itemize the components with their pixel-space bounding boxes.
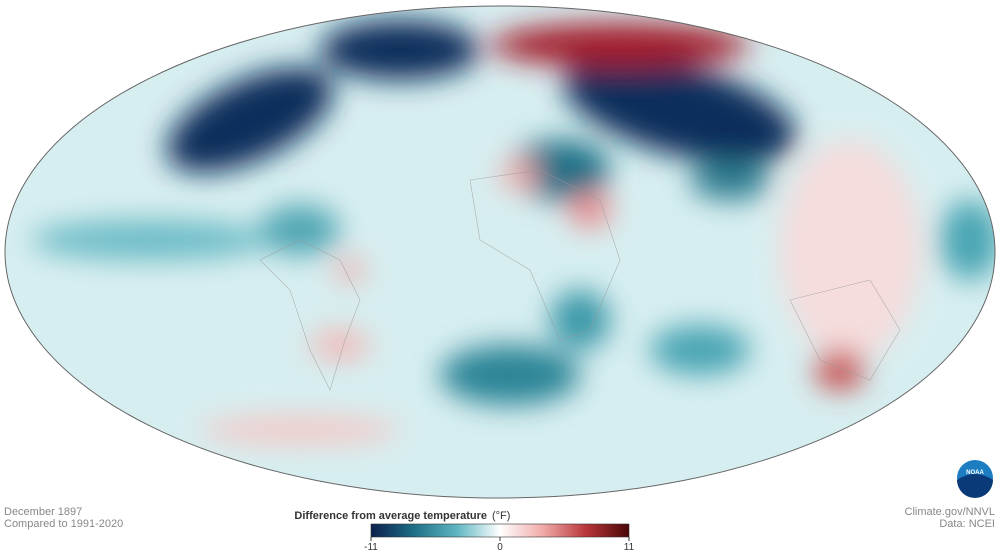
baseline-label: Compared to 1991-2020: [4, 518, 123, 530]
legend-unit: (°F): [492, 510, 510, 522]
globe-outline: [4, 5, 996, 499]
credit-label: Climate.gov/NNVL: [905, 506, 995, 518]
date-label: December 1897: [4, 506, 82, 518]
source-label: Data: NCEI: [939, 518, 995, 530]
color-scale: [370, 523, 630, 538]
legend-title: Difference from average temperature: [294, 510, 487, 522]
scale-tick-label: -11: [364, 542, 378, 553]
scale-tick-label: 0: [497, 542, 503, 553]
noaa-logo: NOAA: [957, 460, 993, 498]
scale-tick-label: 11: [624, 542, 635, 553]
logo-text: NOAA: [966, 470, 984, 476]
temperature-map: [5, 6, 995, 498]
